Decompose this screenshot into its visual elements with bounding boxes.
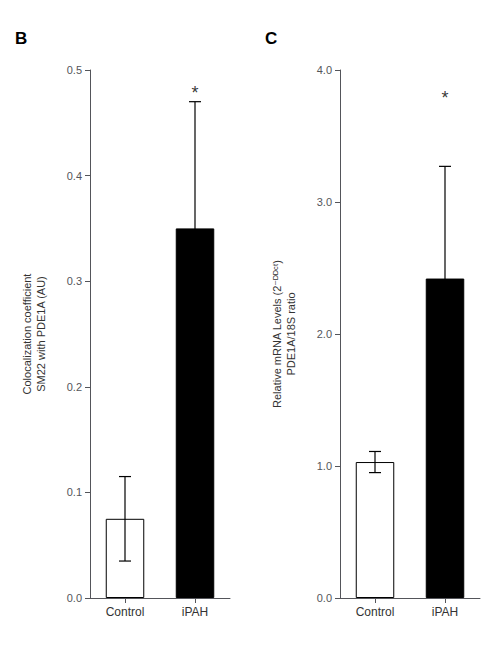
svg-text:Control: Control xyxy=(356,605,395,619)
svg-text:2.0: 2.0 xyxy=(317,328,332,340)
svg-text:C: C xyxy=(265,29,277,48)
svg-text:0.5: 0.5 xyxy=(67,64,82,76)
svg-text:0.0: 0.0 xyxy=(67,592,82,604)
svg-text:0.3: 0.3 xyxy=(67,275,82,287)
svg-text:1.0: 1.0 xyxy=(317,460,332,472)
svg-text:iPAH: iPAH xyxy=(432,605,458,619)
svg-text:*: * xyxy=(441,88,448,108)
svg-text:Relative mRNA Levels (2⁻ᴰᴰᶜᵗ): Relative mRNA Levels (2⁻ᴰᴰᶜᵗ) xyxy=(271,260,283,408)
svg-text:SM22 with PDE1A (AU): SM22 with PDE1A (AU) xyxy=(35,276,47,392)
svg-text:*: * xyxy=(191,83,198,103)
svg-text:iPAH: iPAH xyxy=(182,605,208,619)
svg-text:0.0: 0.0 xyxy=(317,592,332,604)
svg-text:Control: Control xyxy=(106,605,145,619)
svg-text:PDE1A/18S ratio: PDE1A/18S ratio xyxy=(285,292,297,375)
svg-text:0.4: 0.4 xyxy=(67,170,82,182)
svg-text:3.0: 3.0 xyxy=(317,196,332,208)
svg-text:0.2: 0.2 xyxy=(67,381,82,393)
svg-text:B: B xyxy=(15,29,27,48)
svg-text:0.1: 0.1 xyxy=(67,486,82,498)
svg-text:4.0: 4.0 xyxy=(317,64,332,76)
svg-text:Colocalization coefficient: Colocalization coefficient xyxy=(21,274,33,395)
